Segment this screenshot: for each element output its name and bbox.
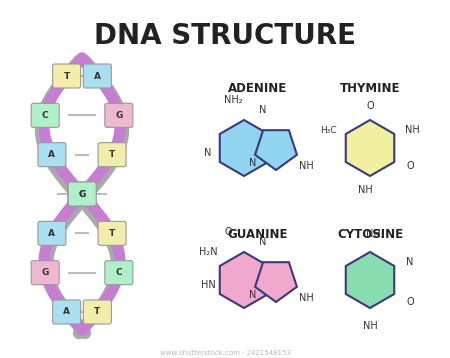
- Text: C: C: [79, 189, 86, 198]
- FancyBboxPatch shape: [38, 221, 66, 245]
- Polygon shape: [255, 262, 297, 302]
- Text: NH: NH: [299, 293, 313, 303]
- FancyBboxPatch shape: [31, 261, 59, 285]
- Text: NH: NH: [363, 321, 378, 331]
- FancyBboxPatch shape: [98, 221, 126, 245]
- Text: N: N: [259, 237, 267, 247]
- Text: N: N: [249, 290, 256, 300]
- Polygon shape: [255, 130, 297, 170]
- Polygon shape: [346, 252, 394, 308]
- Polygon shape: [220, 120, 268, 176]
- FancyBboxPatch shape: [83, 64, 111, 88]
- Text: N: N: [259, 105, 267, 115]
- Text: NH₂: NH₂: [224, 95, 242, 105]
- Polygon shape: [220, 252, 268, 308]
- Text: THYMINE: THYMINE: [340, 82, 400, 95]
- FancyBboxPatch shape: [38, 143, 66, 167]
- Text: CYTOSINE: CYTOSINE: [337, 228, 403, 241]
- Text: N: N: [249, 158, 256, 168]
- FancyBboxPatch shape: [98, 143, 126, 167]
- Text: O: O: [224, 227, 232, 237]
- Text: NH₂: NH₂: [366, 229, 384, 239]
- FancyBboxPatch shape: [105, 261, 133, 285]
- Text: C: C: [116, 268, 122, 277]
- Text: T: T: [63, 72, 70, 81]
- Text: O: O: [406, 161, 414, 171]
- FancyBboxPatch shape: [68, 182, 96, 206]
- Text: H₃C: H₃C: [320, 126, 336, 135]
- Text: DNA STRUCTURE: DNA STRUCTURE: [94, 22, 356, 50]
- FancyBboxPatch shape: [53, 300, 81, 324]
- Text: N: N: [406, 257, 414, 267]
- Text: HN: HN: [201, 280, 216, 290]
- Text: NH: NH: [405, 125, 419, 135]
- FancyBboxPatch shape: [31, 103, 59, 127]
- Text: A: A: [63, 308, 70, 316]
- Text: NH: NH: [299, 161, 313, 171]
- Text: H₂N: H₂N: [199, 247, 217, 257]
- Text: N: N: [204, 148, 212, 158]
- Text: T: T: [109, 150, 115, 159]
- FancyBboxPatch shape: [53, 64, 81, 88]
- FancyBboxPatch shape: [105, 103, 133, 127]
- Text: A: A: [49, 229, 55, 238]
- Text: O: O: [406, 297, 414, 307]
- Polygon shape: [346, 120, 394, 176]
- Text: G: G: [78, 189, 86, 198]
- Text: NH: NH: [358, 185, 373, 195]
- Text: T: T: [109, 229, 115, 238]
- Text: G: G: [41, 268, 49, 277]
- Text: ADENINE: ADENINE: [228, 82, 288, 95]
- Text: G: G: [115, 111, 122, 120]
- Text: A: A: [49, 150, 55, 159]
- Text: T: T: [94, 308, 100, 316]
- Text: www.shutterstock.com · 2421548153: www.shutterstock.com · 2421548153: [160, 350, 290, 356]
- FancyBboxPatch shape: [83, 300, 111, 324]
- Text: GUANINE: GUANINE: [228, 228, 288, 241]
- FancyBboxPatch shape: [68, 182, 96, 206]
- Text: O: O: [366, 101, 374, 111]
- Text: A: A: [94, 72, 101, 81]
- Text: C: C: [42, 111, 49, 120]
